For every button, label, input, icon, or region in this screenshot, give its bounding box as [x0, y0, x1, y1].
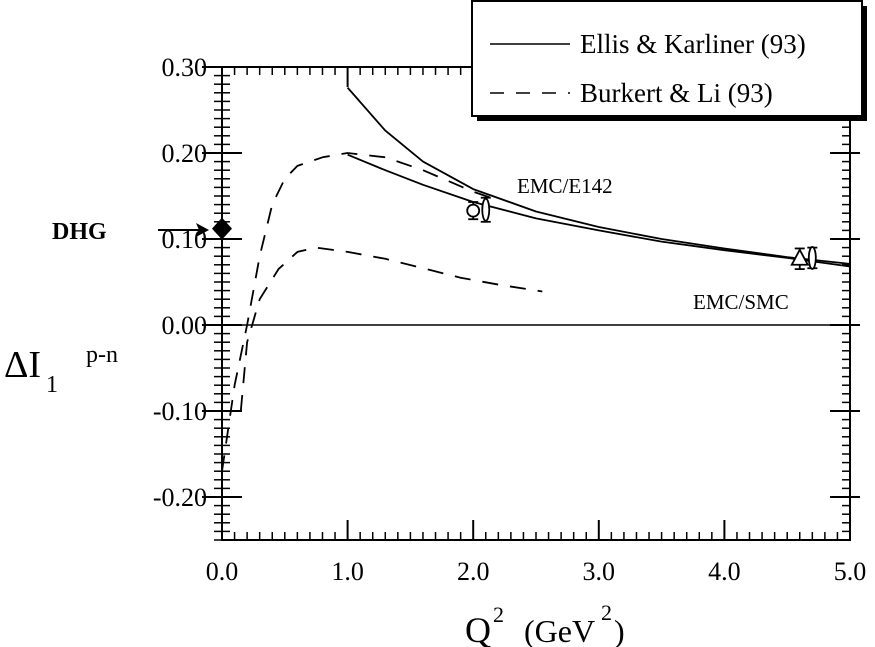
x-axis-title: Q 2 (GeV 2 ) — [465, 600, 625, 647]
series-line-2 — [221, 152, 499, 472]
legend: Ellis & Karliner (93) Burkert & Li (93) — [471, 0, 867, 121]
data-point-ellipse-open — [480, 196, 491, 223]
y-tick-label: 0.20 — [162, 139, 208, 168]
svg-text:): ) — [614, 613, 625, 647]
legend-entry-ellis-karliner: Ellis & Karliner (93) — [580, 29, 806, 59]
x-tick-label: 4.0 — [708, 557, 741, 586]
x-tick-label: 3.0 — [583, 557, 616, 586]
y-tick-label: 0.30 — [162, 53, 208, 82]
data-point-triangle-open — [790, 247, 810, 271]
svg-text:2: 2 — [601, 600, 612, 625]
y-tick-label: -0.20 — [153, 483, 207, 512]
triangle-marker — [790, 247, 810, 266]
svg-text:2: 2 — [493, 602, 504, 627]
diamond-marker — [212, 217, 232, 240]
data-point-diamond-filled — [212, 217, 232, 240]
y-axis-title: ΔI 1 p-n — [4, 342, 118, 398]
svg-text:Q: Q — [465, 610, 491, 647]
svg-text:1: 1 — [46, 372, 58, 398]
svg-text:ΔI: ΔI — [4, 344, 41, 386]
legend-box — [471, 0, 863, 117]
series-line-1 — [347, 153, 851, 268]
series-layer — [221, 87, 851, 472]
ellipse-marker — [481, 197, 491, 222]
circle-marker — [466, 203, 481, 218]
annotation-emc-smc: EMC/SMC — [693, 290, 789, 314]
svg-text:p-n: p-n — [86, 342, 118, 368]
annotation-emc-e142: EMC/E142 — [517, 174, 613, 198]
x-tick-label: 0.0 — [206, 557, 239, 586]
data-point-circle-open — [466, 201, 481, 221]
y-tick-label: -0.10 — [153, 397, 207, 426]
x-tick-label: 1.0 — [331, 557, 364, 586]
series-line-3 — [239, 246, 543, 412]
legend-entry-burkert-li: Burkert & Li (93) — [580, 78, 773, 108]
dhg-arrow-icon — [158, 223, 209, 237]
series-line-0 — [346, 87, 851, 265]
x-tick-label: 5.0 — [834, 557, 867, 586]
data-points-layer — [212, 196, 818, 271]
ellipse-marker — [807, 246, 817, 270]
data-point-ellipse-open — [807, 246, 818, 270]
x-tick-label: 2.0 — [457, 557, 490, 586]
svg-text:(GeV: (GeV — [524, 613, 595, 647]
y-tick-label: 0.00 — [162, 311, 208, 340]
annotation-dhg: DHG — [52, 219, 107, 245]
tick-labels: 0.0 1.0 2.0 3.0 4.0 5.0-0.20-0.100.000.100.20… — [153, 53, 866, 586]
